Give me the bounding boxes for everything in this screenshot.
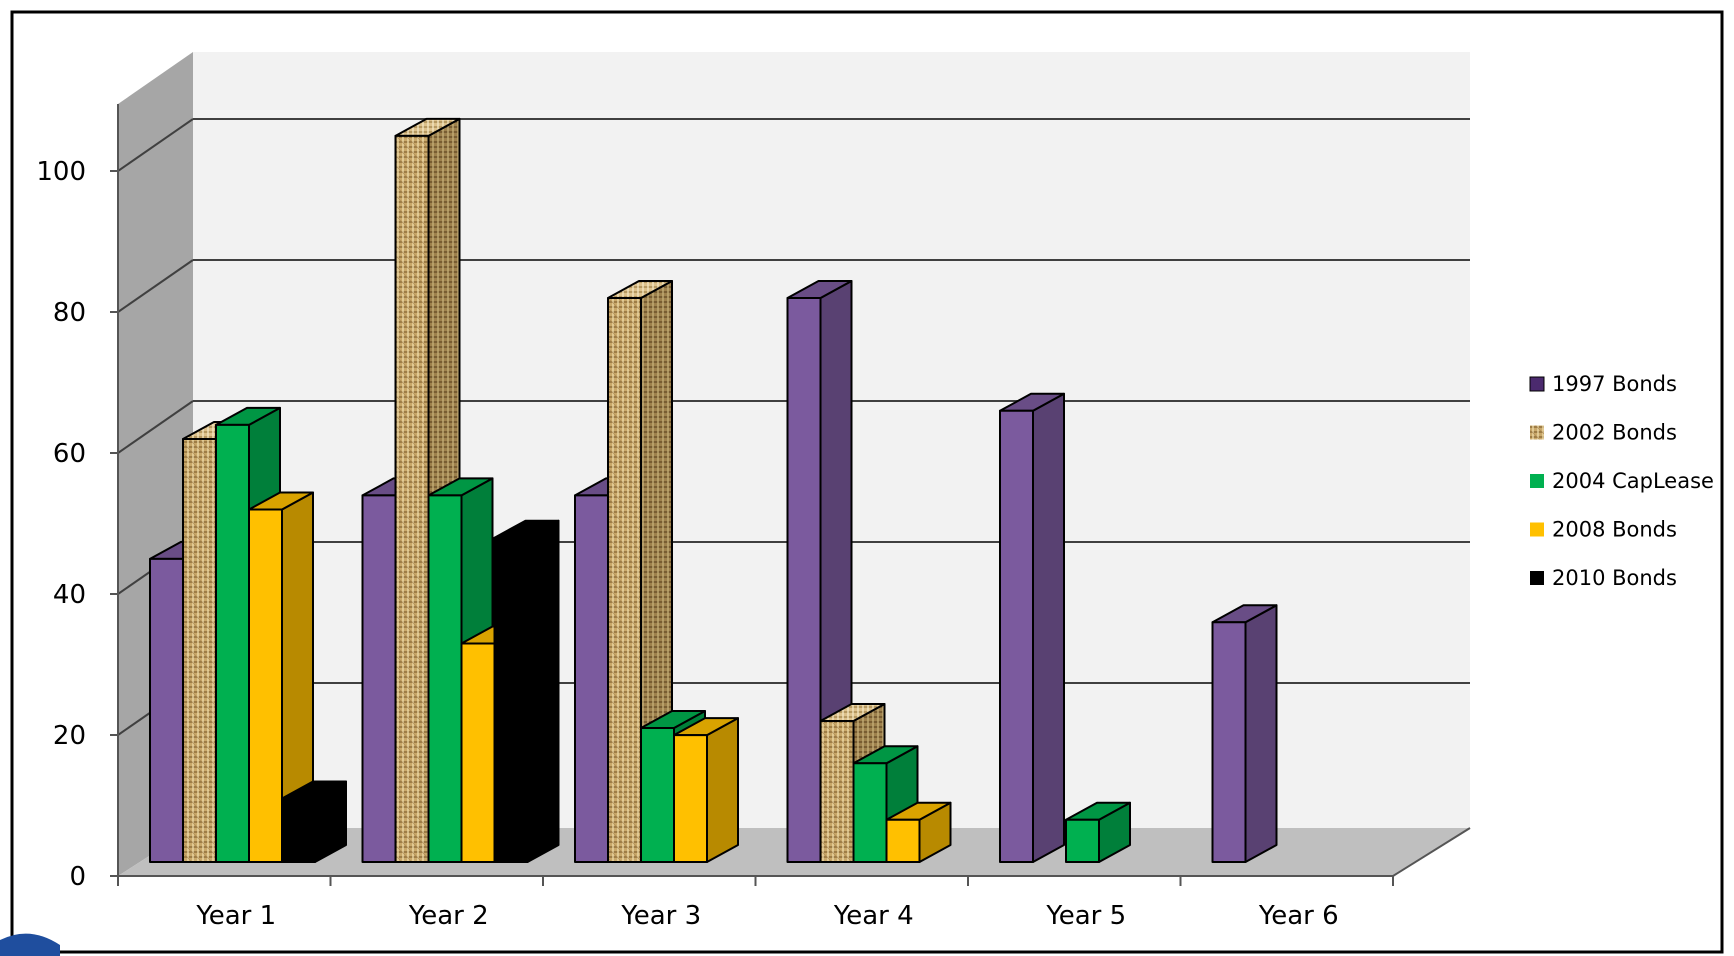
corner-swoosh [0, 933, 60, 956]
floor-edge [1392, 827, 1471, 877]
bar-front [1065, 818, 1100, 864]
bar-front [574, 494, 609, 863]
bar-front [819, 720, 855, 863]
bar-front [607, 297, 642, 863]
bar [1065, 801, 1131, 864]
bar-front [999, 409, 1034, 863]
bar-front [493, 536, 529, 863]
bar-front [885, 818, 921, 864]
x-tick-labels: Year 1 Year 2 Year 3 Year 4 Year 5 Year 6 [195, 901, 1338, 931]
gridline-side [117, 400, 194, 454]
axes [110, 104, 1471, 886]
bar [493, 519, 560, 863]
bar-front [640, 727, 675, 863]
legend-swatch [1530, 571, 1544, 585]
bars [149, 117, 1278, 864]
y-tick-label: 40 [53, 580, 86, 610]
bar-side [706, 717, 739, 863]
bar [999, 392, 1065, 863]
bar [607, 280, 673, 863]
x-tick-label: Year 2 [408, 901, 489, 931]
y-tick-label: 20 [53, 721, 86, 751]
bar-side [526, 519, 560, 863]
legend-label: 2004 CapLease [1552, 469, 1714, 493]
bar-front [786, 297, 822, 863]
legend-label: 2008 Bonds [1552, 518, 1677, 542]
x-tick-label: Year 4 [833, 901, 914, 931]
legend-label: 2002 Bonds [1552, 421, 1677, 445]
legend-swatch [1530, 522, 1544, 537]
legend: 1997 Bonds 2002 Bonds 2004 CapLease 2008 Bo… [1529, 372, 1714, 590]
y-tick-label: 100 [36, 157, 86, 187]
bar [885, 801, 952, 864]
bar [1211, 604, 1278, 863]
y-tick-label: 80 [53, 298, 86, 328]
x-tick-label: Year 3 [620, 901, 701, 931]
gridline-side [117, 259, 194, 313]
bar-front [248, 508, 283, 863]
y-tick-label: 60 [53, 439, 86, 469]
bar-front [427, 494, 463, 863]
bar-side [1032, 392, 1065, 863]
legend-swatch [1530, 425, 1544, 440]
bar-front [281, 797, 316, 863]
bar-front [852, 762, 888, 863]
y-tick-labels: 0 20 40 60 80 100 [36, 157, 86, 892]
bar-front [182, 438, 217, 863]
legend-label: 1997 Bonds [1552, 372, 1677, 396]
bar-side [1244, 604, 1278, 863]
bar [852, 745, 919, 863]
bar-front [460, 642, 496, 864]
y-tick-label: 0 [69, 862, 86, 892]
legend-label: 2010 Bonds [1552, 566, 1677, 590]
bar-front [149, 557, 184, 863]
x-tick-label: Year 1 [195, 901, 276, 931]
bar-front [673, 734, 708, 863]
bar-front [394, 134, 430, 864]
bar-front [215, 423, 250, 863]
bar [673, 717, 739, 863]
gridline-side [117, 118, 194, 172]
bar-front [1211, 621, 1247, 863]
bar-front [361, 494, 397, 863]
x-tick-label: Year 6 [1258, 901, 1339, 931]
x-tick-label: Year 5 [1045, 901, 1126, 931]
legend-swatch [1529, 376, 1545, 392]
legend-swatch [1530, 474, 1544, 488]
bar [281, 780, 347, 863]
